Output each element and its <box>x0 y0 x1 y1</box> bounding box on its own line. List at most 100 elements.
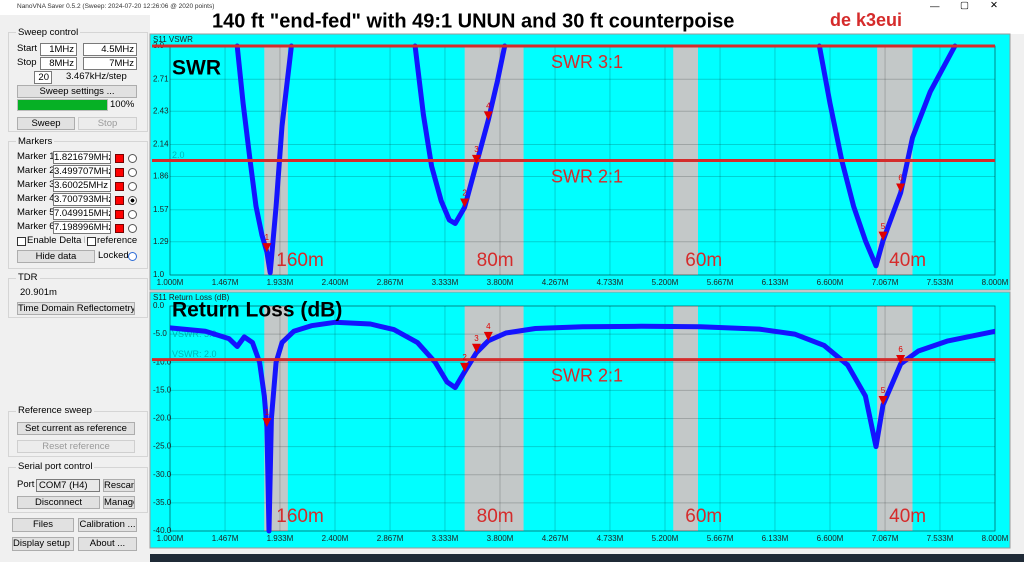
marker-frequency[interactable]: 7.049915MHz <box>53 207 111 220</box>
marker-label: 1 <box>265 408 270 417</box>
marker-radio[interactable] <box>128 210 137 219</box>
x-tick-label: 6.600M <box>817 534 844 543</box>
marker-frequency[interactable]: 3.499707MHz <box>53 165 111 178</box>
marker-color[interactable] <box>115 168 124 177</box>
marker-frequency[interactable]: 1.821679MHz <box>53 151 111 164</box>
band <box>464 306 524 531</box>
x-tick-label: 1.933M <box>267 534 294 543</box>
rescan-button[interactable]: Rescan <box>103 479 135 492</box>
label: Stop <box>17 57 37 68</box>
tdr-button[interactable]: Time Domain Reflectometry ... <box>17 302 135 315</box>
stop-input[interactable]: 8MHz <box>40 57 77 70</box>
minimize-button[interactable]: — <box>930 1 940 12</box>
marker <box>471 343 481 353</box>
marker-label: 3 <box>474 334 479 343</box>
y-tick-label: -30.0 <box>153 470 172 479</box>
x-tick-label: 3.333M <box>432 534 459 543</box>
bottom-button[interactable]: About ... <box>78 537 137 551</box>
threshold-label: SWR 3:1 <box>551 52 623 72</box>
marker-radio[interactable] <box>128 196 137 205</box>
group-title: Serial port control <box>16 461 95 473</box>
start-input[interactable]: 1MHz <box>40 43 77 56</box>
marker-frequency[interactable]: 3.700793MHz <box>53 193 111 206</box>
chart-layer: 1.01.291.571.862.142.432.713.01.000M1.46… <box>149 33 1011 549</box>
locked-radio[interactable] <box>128 252 137 261</box>
overlay-title: 140 ft "end-fed" with 49:1 UNUN and 30 f… <box>212 10 734 32</box>
locked-label: Locked <box>98 250 129 261</box>
stop-button[interactable]: Stop <box>78 117 137 130</box>
sweep-button[interactable]: Sweep <box>17 117 75 130</box>
y-tick-label: 2.71 <box>153 74 169 83</box>
group-title: Sweep control <box>16 27 81 39</box>
y-tick-label: -20.0 <box>153 414 172 423</box>
close-button[interactable]: ✕ <box>990 0 998 11</box>
reference-checkbox[interactable] <box>87 237 96 246</box>
taskbar <box>150 554 1024 562</box>
marker-color[interactable] <box>115 182 124 191</box>
band-label: 60m <box>685 250 722 271</box>
x-tick-label: 1.000M <box>157 278 184 287</box>
x-tick-label: 8.000M <box>982 278 1009 287</box>
x-tick-label: 2.867M <box>377 534 404 543</box>
marker-color[interactable] <box>115 154 124 163</box>
manage-button[interactable]: Manage <box>103 496 135 509</box>
x-tick-label: 4.267M <box>542 534 569 543</box>
y-tick-label: -40.0 <box>153 526 172 535</box>
band-label: 160m <box>276 506 324 527</box>
x-tick-label: 6.133M <box>762 278 789 287</box>
hide-data-button[interactable]: Hide data <box>17 250 95 263</box>
bottom-button[interactable]: Files <box>12 518 74 532</box>
delta-checkbox[interactable] <box>17 237 26 246</box>
marker-frequency[interactable]: 3.60025MHz <box>53 179 111 192</box>
chart-title: S11 VSWR <box>153 35 193 44</box>
marker-radio[interactable] <box>128 154 137 163</box>
marker-label: 5 <box>881 386 886 395</box>
reset-reference-button[interactable]: Reset reference <box>17 440 135 453</box>
marker-radio[interactable] <box>128 168 137 177</box>
bottom-button[interactable]: Display setup ... <box>12 537 74 551</box>
reference-label: VSWR: 2.0 <box>172 349 217 359</box>
progress-fill <box>18 100 107 110</box>
bottom-button[interactable]: Calibration ... <box>78 518 137 532</box>
threshold-label: SWR 2:1 <box>551 166 623 186</box>
reference-label: 2.0 <box>172 150 185 160</box>
marker-color[interactable] <box>115 224 124 233</box>
marker <box>262 417 272 427</box>
marker-label: 2 <box>462 189 467 198</box>
x-tick-label: 4.733M <box>597 278 624 287</box>
x-tick-label: 7.533M <box>927 534 954 543</box>
group-title: Reference sweep <box>16 405 94 417</box>
maximize-button[interactable]: ▢ <box>960 0 969 11</box>
span-input[interactable]: 7MHz <box>83 57 137 70</box>
x-tick-label: 5.200M <box>652 534 679 543</box>
marker-color[interactable] <box>115 196 124 205</box>
marker <box>878 231 888 241</box>
chart-label: SWR <box>172 57 221 80</box>
delta-label: Enable Delta M <box>27 235 85 246</box>
marker-label: 3 <box>474 145 479 154</box>
y-tick-label: 0.0 <box>153 301 165 310</box>
marker-frequency[interactable]: 7.198996MHz <box>53 221 111 234</box>
port-select[interactable]: COM7 (H4) <box>36 479 100 492</box>
y-tick-label: -15.0 <box>153 385 172 394</box>
x-tick-label: 1.467M <box>212 534 239 543</box>
marker-radio[interactable] <box>128 224 137 233</box>
band-label: 60m <box>685 506 722 527</box>
segments-input[interactable]: 20 <box>34 71 52 84</box>
x-tick-label: 1.933M <box>267 278 294 287</box>
y-tick-label: 1.29 <box>153 237 169 246</box>
marker-label: Marker 4 <box>17 193 55 204</box>
x-tick-label: 7.067M <box>872 278 899 287</box>
sweep-settings-button[interactable]: Sweep settings ... <box>17 85 137 98</box>
threshold-label: SWR 2:1 <box>551 365 623 385</box>
x-tick-label: 4.267M <box>542 278 569 287</box>
marker-color[interactable] <box>115 210 124 219</box>
curve <box>170 319 995 534</box>
marker-label: 4 <box>486 322 491 331</box>
marker-radio[interactable] <box>128 182 137 191</box>
disconnect-button[interactable]: Disconnect <box>17 496 100 509</box>
reference-label: reference <box>97 235 138 246</box>
x-tick-label: 2.400M <box>322 534 349 543</box>
center-input[interactable]: 4.5MHz <box>83 43 137 56</box>
set-reference-button[interactable]: Set current as reference <box>17 422 135 435</box>
